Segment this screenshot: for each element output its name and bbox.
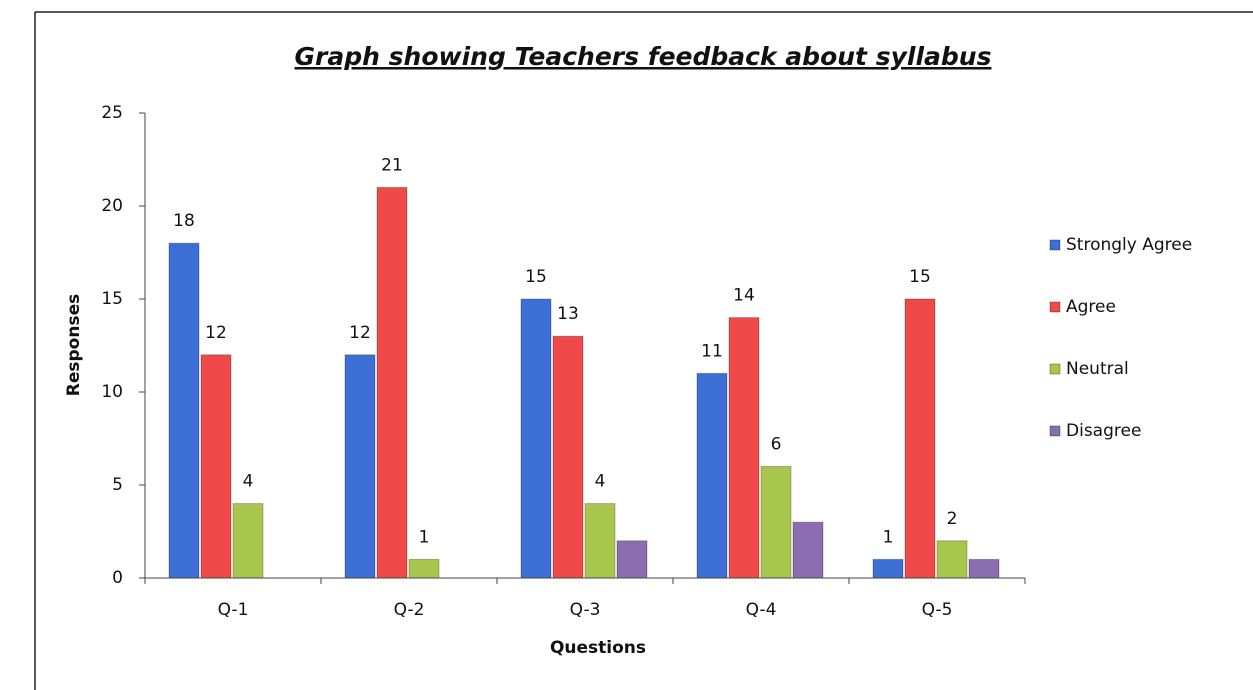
bar [936, 540, 968, 579]
legend-label: Disagree [1066, 421, 1141, 441]
data-label: 4 [595, 472, 606, 492]
bar [696, 372, 728, 579]
bar [344, 354, 376, 579]
legend-label: Strongly Agree [1066, 235, 1192, 255]
legend-swatch [1049, 363, 1061, 375]
data-label: 12 [205, 323, 227, 343]
data-label: 1 [419, 527, 430, 547]
bar [200, 354, 232, 579]
bar [872, 558, 904, 579]
y-tick-label: 15 [101, 289, 123, 309]
bar [520, 298, 552, 579]
data-label: 18 [173, 211, 195, 231]
y-axis-title: Responses [64, 294, 84, 396]
x-tick-label: Q-3 [570, 600, 601, 620]
bar [168, 242, 200, 579]
bar [232, 503, 264, 579]
legend-swatch [1049, 239, 1061, 251]
y-tick-label: 25 [101, 103, 123, 123]
y-tick-label: 0 [112, 568, 123, 588]
data-label: 13 [557, 304, 579, 324]
x-tick-label: Q-1 [218, 600, 249, 620]
bar [552, 335, 584, 579]
data-label: 15 [525, 267, 547, 287]
data-label: 11 [701, 341, 723, 361]
data-label: 6 [771, 434, 782, 454]
data-label: 21 [381, 155, 403, 175]
data-label: 2 [947, 509, 958, 529]
data-label: 15 [909, 267, 931, 287]
y-tick-label: 20 [101, 196, 123, 216]
legend-label: Agree [1066, 297, 1116, 317]
data-label: 14 [733, 286, 755, 306]
legend-swatch [1049, 301, 1061, 313]
bar [968, 558, 1000, 579]
bar [616, 540, 648, 579]
data-label: 4 [243, 472, 254, 492]
legend-label: Neutral [1066, 359, 1129, 379]
legend-swatch [1049, 425, 1061, 437]
y-tick-label: 10 [101, 382, 123, 402]
bar [792, 521, 824, 579]
data-label: 12 [349, 323, 371, 343]
bar [904, 298, 936, 579]
x-tick-label: Q-5 [922, 600, 953, 620]
bar [408, 558, 440, 579]
bar [584, 503, 616, 579]
y-tick-label: 5 [112, 475, 123, 495]
chart-title: Graph showing Teachers feedback about sy… [295, 42, 992, 71]
bar [760, 465, 792, 579]
x-tick-label: Q-2 [394, 600, 425, 620]
bar [376, 186, 408, 579]
x-tick-label: Q-4 [746, 600, 777, 620]
x-axis-title: Questions [550, 638, 646, 658]
bar [728, 317, 760, 579]
data-label: 1 [883, 527, 894, 547]
